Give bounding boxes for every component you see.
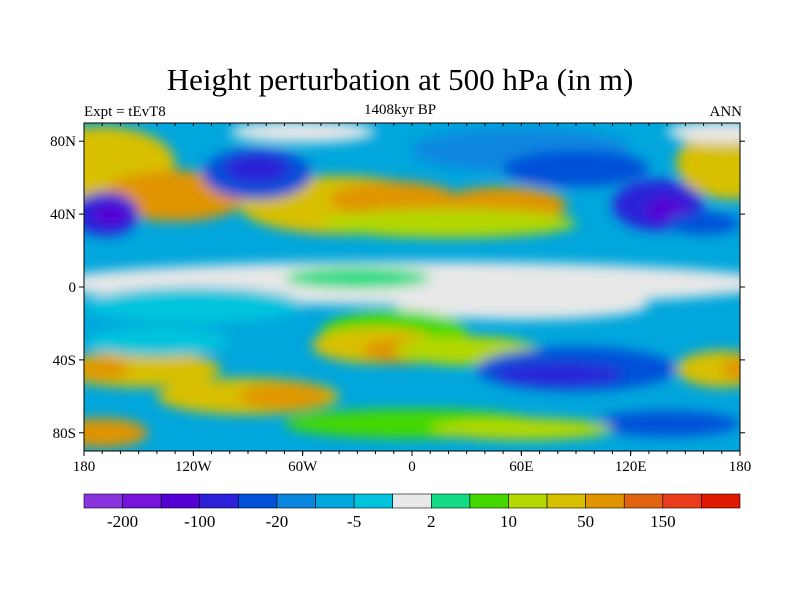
contour-region xyxy=(284,266,431,289)
contour-region xyxy=(594,410,740,437)
x-tick-label: 60W xyxy=(288,459,318,475)
contour-field xyxy=(84,123,740,451)
x-tick-label: 60E xyxy=(509,459,533,475)
contour-region xyxy=(676,350,740,388)
colorbar-box xyxy=(199,493,239,509)
contour-region xyxy=(676,126,740,200)
colorbar-label: -100 xyxy=(184,512,215,531)
colorbar-box xyxy=(585,493,625,509)
time-label: 1408kyr BP xyxy=(363,102,437,118)
colorbar-box xyxy=(546,493,586,509)
y-tick-label: 40S xyxy=(53,353,76,369)
colorbar-label: -20 xyxy=(266,512,289,531)
contour-region xyxy=(84,327,230,357)
contour-region xyxy=(84,418,148,448)
y-tick-label: 80S xyxy=(53,426,76,442)
x-tick-label: 180 xyxy=(729,459,752,475)
colorbar-box xyxy=(662,493,702,509)
colorbar-box xyxy=(276,493,316,509)
contour-region xyxy=(667,123,740,144)
colorbar-box xyxy=(469,493,509,509)
y-tick-label: 0 xyxy=(69,280,77,296)
contour-region xyxy=(330,181,458,218)
colorbar-box xyxy=(430,493,471,509)
field-blobs xyxy=(84,123,740,448)
contour-region xyxy=(320,208,576,238)
colorbar-box xyxy=(160,493,201,509)
colorbar-box xyxy=(238,493,278,509)
x-tick-label: 120E xyxy=(615,459,647,475)
colorbar-box xyxy=(701,493,741,509)
y-tick-label: 40N xyxy=(50,207,76,223)
colorbar-label: 50 xyxy=(577,512,594,531)
colorbar-box xyxy=(508,493,548,509)
x-tick-label: 120W xyxy=(175,459,213,475)
colorbar-box xyxy=(122,493,162,509)
contour-region xyxy=(229,123,376,144)
contour-region xyxy=(393,290,649,320)
contour-region xyxy=(84,350,221,388)
colorbar-box xyxy=(392,493,432,509)
contour-region xyxy=(430,418,613,441)
y-tick-label: 80N xyxy=(50,134,76,150)
colorbar-box xyxy=(623,493,664,509)
colorbar-box xyxy=(353,493,394,509)
contour-region xyxy=(84,287,303,324)
contour-region xyxy=(238,383,330,410)
colorbar-label: -200 xyxy=(107,512,138,531)
colorbar-box xyxy=(83,493,123,509)
chart-title: Height perturbation at 500 hPa (in m) xyxy=(166,62,634,97)
colorbar-label: 2 xyxy=(427,512,436,531)
x-tick-label: 0 xyxy=(408,459,416,475)
contour-region xyxy=(667,212,740,235)
colorbar-label: 10 xyxy=(500,512,517,531)
contour-region xyxy=(84,358,130,380)
colorbar-label: -5 xyxy=(347,512,361,531)
contour-region xyxy=(503,150,649,187)
experiment-label: Expt = tEvT8 xyxy=(84,104,166,120)
contour-region xyxy=(224,153,290,184)
contour-region xyxy=(93,203,130,226)
contour-region xyxy=(721,358,740,380)
contour-region xyxy=(494,363,622,386)
x-tick-label: 180 xyxy=(73,459,96,475)
colorbar-box xyxy=(315,493,355,509)
season-label: ANN xyxy=(709,104,743,120)
colorbar-label: 150 xyxy=(650,512,676,531)
